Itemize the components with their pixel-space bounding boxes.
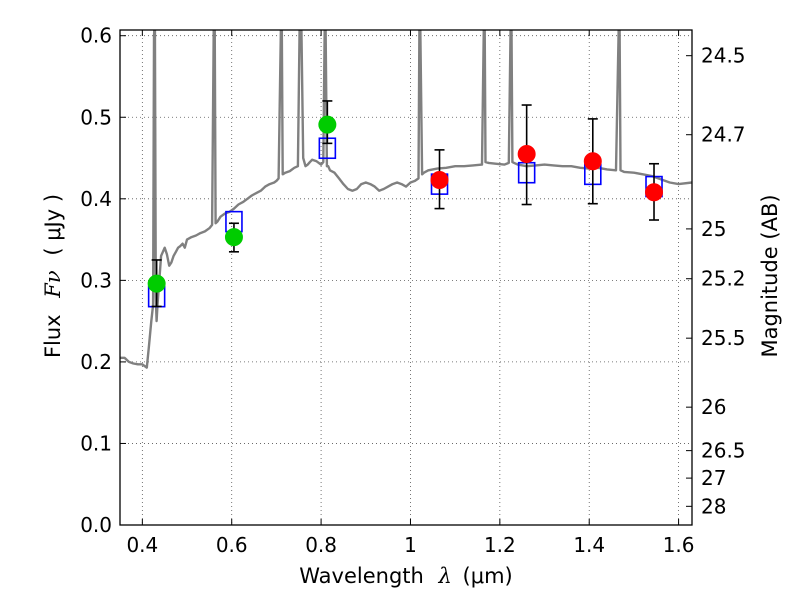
plot-frame [119,29,693,526]
y-tick-label: 0.6 [80,24,112,48]
y2-axis-label: Magnitude (AB) [758,194,782,357]
x-tick-label: 1.4 [573,533,605,557]
y-tick-label: 0.3 [80,268,112,292]
observed-optical-point [147,274,166,293]
y2-tick-label: 25.2 [701,267,746,291]
observed-optical-point [318,115,337,134]
spectrum-layer [120,30,692,369]
spectrum-line [120,30,692,369]
y2-tick-label: 26 [701,395,726,419]
y-tick-label: 0.0 [80,513,112,537]
observed-infrared-point [517,144,536,163]
errorbar-layer [151,100,660,308]
y-tick-label: 0.2 [80,350,112,374]
x-tick-label: 0.8 [305,533,337,557]
x-tick-label: 0.4 [126,533,158,557]
y-axis-label-prefix: Flux [41,314,65,358]
tick-layer: 0.4 0.6 0.8 1 1.2 1.4 1.6 0.0 0.1 0.2 0.3 0.4 0.5 0.6… [80,24,745,557]
x-tick-label: 1.6 [663,533,695,557]
y2-tick-label: 27 [701,466,726,490]
y-tick-label: 0.1 [80,431,112,455]
observed-optical-point [224,228,243,247]
y2-tick-label: 25 [701,217,726,241]
plot-area [120,30,692,369]
y2-tick-label: 26.5 [701,439,746,463]
y-tick-label: 0.4 [80,187,112,211]
x-tick-label: 1 [404,533,417,557]
x-tick-label: 1.2 [484,533,516,557]
y2-tick-label: 25.5 [701,326,746,350]
x-axis-label: Wavelength λ (μm) [299,564,512,588]
x-axis-label-prefix: Wavelength [299,564,424,588]
y-tick-label: 0.5 [80,105,112,129]
observed-photometry-layer [147,115,664,293]
y2-tick-label: 24.5 [701,44,746,68]
x-axis-label-symbol: λ [438,564,452,588]
y-axis-label: Flux Fν ( μJy ) [41,194,65,358]
x-axis-label-unit: (μm) [463,564,513,588]
y2-tick-label: 24.7 [701,123,746,147]
observed-infrared-point [430,171,449,190]
observed-infrared-point [583,152,602,171]
grid-layer [120,30,692,526]
x-tick-label: 0.6 [216,533,248,557]
y2-tick-label: 28 [701,494,726,518]
observed-infrared-point [645,183,664,202]
y-axis-label-unit: ( μJy ) [41,194,65,256]
y-axis-label-symbol: Fν [41,270,65,299]
